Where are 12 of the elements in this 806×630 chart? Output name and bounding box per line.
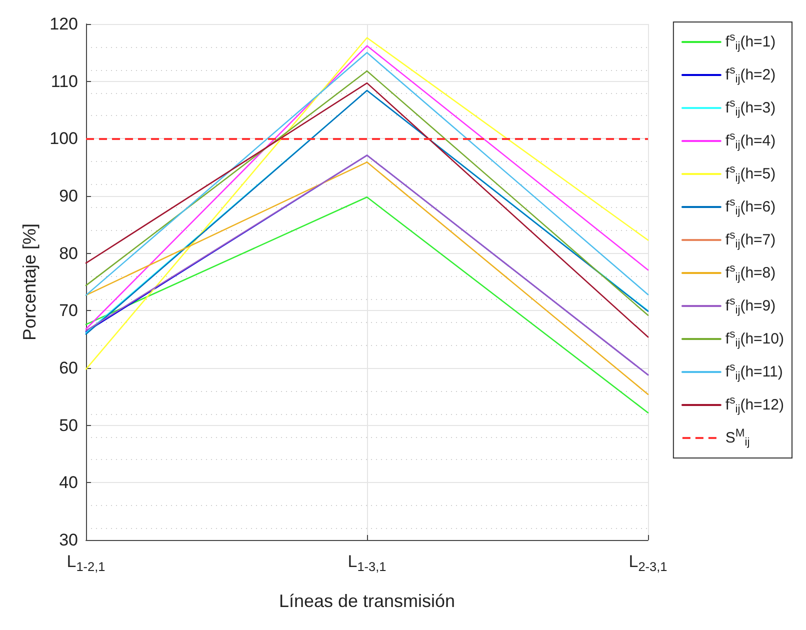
y-tick-label: 60 xyxy=(59,358,78,378)
y-tick-label: 110 xyxy=(50,72,78,91)
y-tick-label: 70 xyxy=(59,301,78,320)
y-tick-label: 120 xyxy=(50,14,78,34)
y-tick-label: 30 xyxy=(59,530,78,550)
y-tick-label: 90 xyxy=(59,186,78,206)
y-tick-label: 100 xyxy=(50,129,78,148)
y-tick-label: 80 xyxy=(59,244,78,263)
y-axis-title: Porcentaje [%] xyxy=(20,223,40,341)
x-axis-title: Líneas de transmisión xyxy=(278,591,456,611)
y-tick-label: 40 xyxy=(59,473,78,492)
y-tick-label: 50 xyxy=(59,416,78,435)
